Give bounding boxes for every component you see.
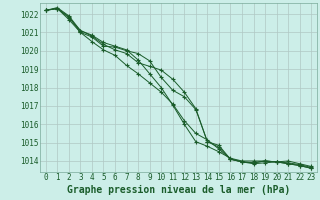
X-axis label: Graphe pression niveau de la mer (hPa): Graphe pression niveau de la mer (hPa): [67, 185, 290, 195]
